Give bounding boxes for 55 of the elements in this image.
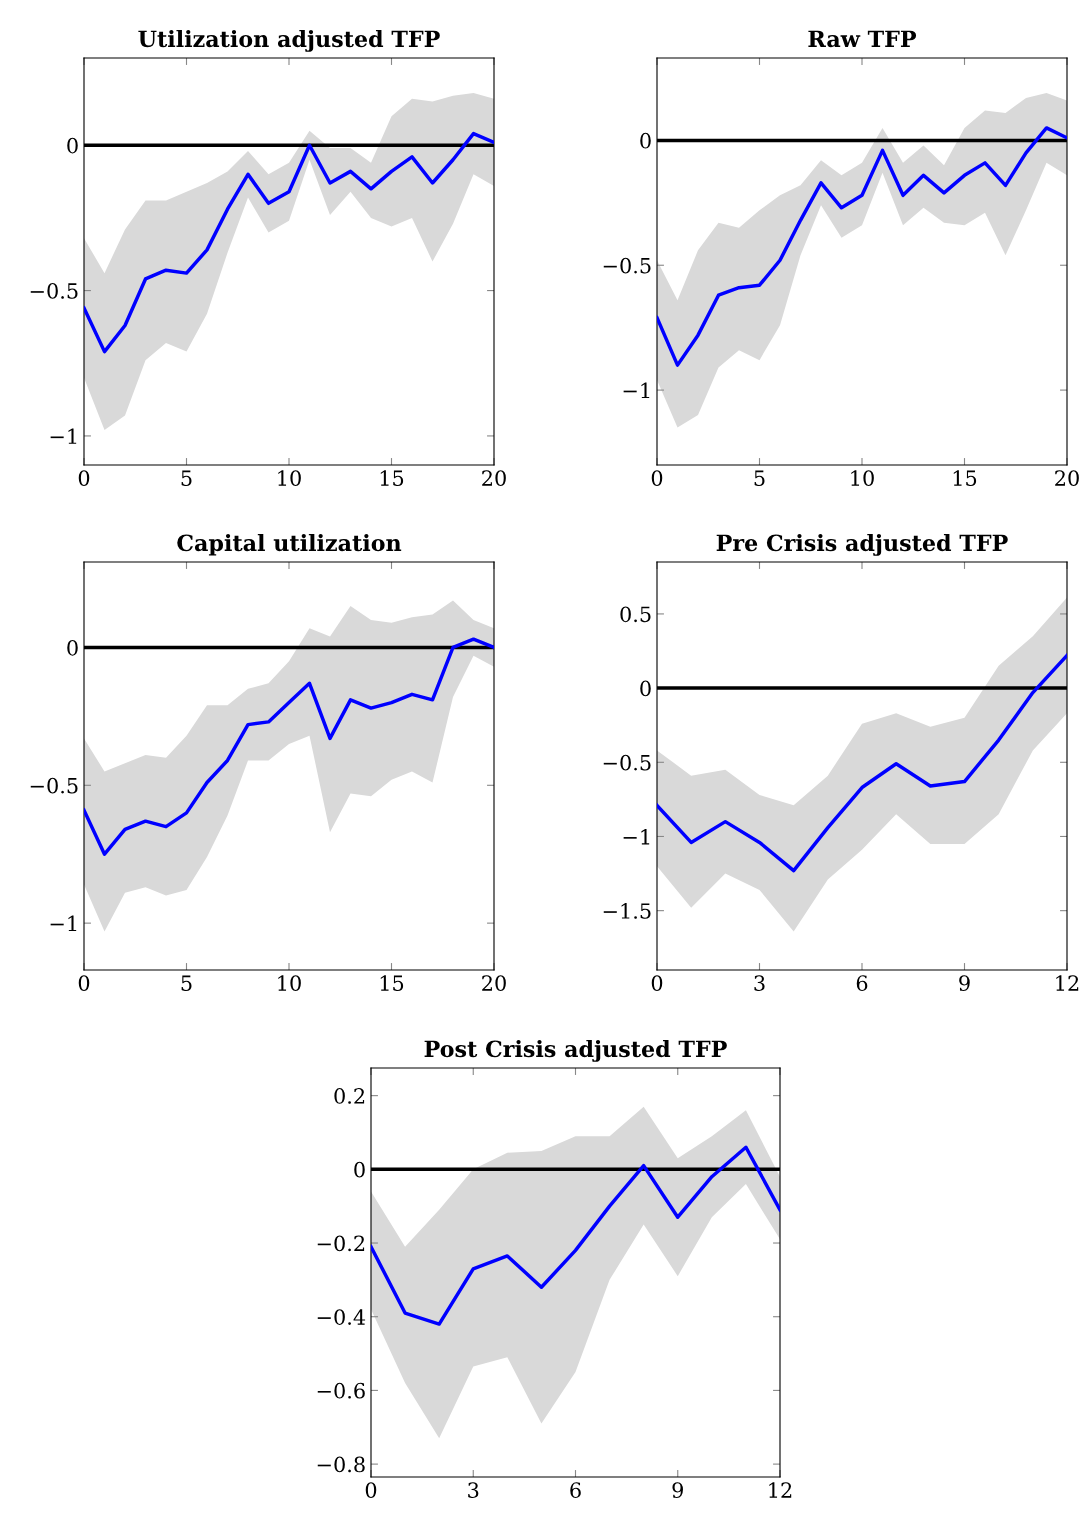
- x-tick-label: 6: [856, 975, 868, 991]
- y-tick-label: 0: [354, 1161, 365, 1178]
- y-tick-label: −0.5: [603, 754, 651, 771]
- x-tick-label: 10: [278, 975, 301, 991]
- y-tick-label: −1: [50, 428, 77, 444]
- x-tick-label: 9: [959, 975, 970, 991]
- y-tick-label: −1: [50, 915, 77, 932]
- x-tick-label: 3: [468, 1482, 479, 1498]
- y-tick-label: −0.5: [603, 257, 651, 274]
- x-tick-label: 15: [380, 470, 404, 486]
- line-series: [657, 653, 1067, 873]
- x-tick-label: 20: [1055, 470, 1079, 486]
- x-tick-label: 12: [769, 1482, 792, 1498]
- line-series: [84, 131, 494, 354]
- x-tick-label: 12: [1056, 975, 1079, 991]
- x-tick-label: 0: [365, 1482, 377, 1498]
- y-tick-label: −1: [623, 382, 650, 399]
- y-tick-label: −1.5: [603, 903, 651, 919]
- x-tick-label: 0: [78, 470, 90, 486]
- x-tick-label: 10: [851, 470, 874, 486]
- x-tick-label: 15: [380, 975, 404, 991]
- x-tick-label: 15: [953, 470, 977, 486]
- x-tick-label: 5: [181, 975, 192, 991]
- x-tick-label: 9: [672, 1482, 683, 1498]
- chart-title: Pre Crisis adjusted TFP: [716, 534, 1008, 556]
- y-tick-label: −0.5: [30, 283, 78, 299]
- line-series: [371, 1145, 780, 1326]
- y-tick-label: −0.2: [317, 1235, 365, 1252]
- chart-title: Capital utilization: [177, 534, 402, 556]
- y-tick-label: 0: [640, 132, 651, 149]
- x-tick-label: 5: [754, 470, 765, 486]
- y-tick-label: 0: [67, 639, 78, 656]
- x-tick-label: 5: [181, 470, 192, 486]
- x-tick-label: 0: [78, 975, 90, 991]
- chart-title: Post Crisis adjusted TFP: [424, 1040, 727, 1062]
- y-tick-label: −0.6: [317, 1382, 365, 1399]
- x-tick-label: 0: [651, 975, 663, 991]
- x-tick-label: 20: [482, 470, 506, 486]
- y-tick-label: −0.8: [317, 1456, 365, 1473]
- x-tick-label: 20: [482, 975, 506, 991]
- y-tick-label: −0.4: [317, 1309, 366, 1325]
- line-series: [84, 637, 494, 856]
- y-tick-label: 0.2: [334, 1088, 365, 1104]
- x-tick-label: 10: [278, 470, 301, 486]
- y-tick-label: 0.5: [620, 606, 651, 623]
- y-tick-label: 0: [67, 137, 78, 154]
- y-tick-label: −0.5: [30, 777, 78, 794]
- line-series: [657, 126, 1067, 367]
- y-tick-label: −1: [623, 828, 650, 845]
- x-tick-label: 6: [570, 1482, 581, 1498]
- y-tick-label: 0: [640, 680, 651, 697]
- x-tick-label: 3: [754, 975, 765, 991]
- chart-title: Raw TFP: [808, 30, 917, 48]
- x-tick-label: 0: [651, 470, 663, 486]
- chart-title: Utilization adjusted TFP: [138, 30, 440, 52]
